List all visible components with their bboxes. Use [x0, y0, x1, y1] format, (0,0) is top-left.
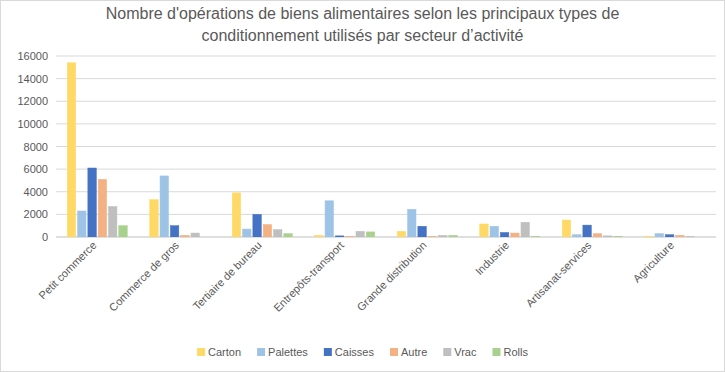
- bar: [253, 214, 261, 237]
- x-tick-label: Industrie: [473, 239, 511, 277]
- title-line: conditionnement utilisés par secteur d’a…: [202, 27, 524, 44]
- grid-line: [56, 78, 716, 79]
- bar: [614, 236, 622, 237]
- bar: [531, 236, 539, 237]
- grid-line: [56, 169, 716, 170]
- bar: [284, 234, 292, 237]
- y-tick-label: 14000: [17, 73, 48, 85]
- bar: [696, 237, 704, 238]
- legend-swatch: [324, 348, 332, 356]
- bar: [500, 232, 508, 237]
- bar: [428, 236, 436, 237]
- y-tick-label: 10000: [17, 118, 48, 130]
- grid: [56, 56, 716, 237]
- legend-label: Autre: [401, 346, 427, 358]
- legend-label: Caisses: [335, 346, 375, 358]
- bar: [449, 235, 457, 237]
- bar: [325, 201, 333, 237]
- bar: [490, 226, 498, 237]
- bar: [438, 235, 446, 237]
- bar: [583, 225, 591, 237]
- bar: [521, 222, 529, 237]
- bar: [346, 236, 354, 237]
- legend-label: Carton: [208, 346, 241, 358]
- y-tick-label: 2000: [24, 208, 48, 220]
- grid-line: [56, 191, 716, 192]
- bar: [170, 226, 178, 237]
- y-tick-label: 8000: [24, 141, 48, 153]
- bar: [480, 224, 488, 237]
- x-tick-label: Artisanat-services: [523, 239, 594, 310]
- bar: [273, 230, 281, 237]
- bar: [78, 211, 86, 237]
- bar: [201, 237, 209, 238]
- bar: [686, 236, 694, 237]
- legend: Carton Palettes Caisses Autre Vrac Rolls: [197, 346, 528, 358]
- title-line: Nombre d'opérations de biens alimentaire…: [106, 5, 620, 22]
- bar: [191, 233, 199, 237]
- bar: [408, 209, 416, 237]
- bar: [397, 231, 405, 237]
- x-tick-label: Commerce de gros: [107, 239, 182, 314]
- bar: [573, 235, 581, 237]
- bar: [655, 234, 663, 237]
- bar: [88, 168, 96, 237]
- legend-swatch: [443, 348, 451, 356]
- bar: [511, 233, 519, 237]
- y-tick-label: 6000: [24, 163, 48, 175]
- x-tick-label: Entrepôts-transport: [271, 239, 346, 314]
- bar: [366, 232, 374, 237]
- bar: [108, 206, 116, 237]
- y-tick-label: 16000: [17, 50, 48, 62]
- bar: [263, 225, 271, 237]
- y-tick-label: 0: [42, 231, 48, 243]
- grid-line: [56, 146, 716, 147]
- bar: [67, 63, 75, 237]
- legend-swatch: [197, 348, 205, 356]
- legend-swatch: [492, 348, 500, 356]
- y-tick-label: 12000: [17, 95, 48, 107]
- bar: [335, 236, 343, 237]
- bar: [645, 236, 653, 237]
- grid-line: [56, 123, 716, 124]
- bar: [593, 234, 601, 237]
- title: Nombre d'opérations de biens alimentaire…: [106, 5, 620, 44]
- bar: [356, 231, 364, 237]
- legend-label: Rolls: [503, 346, 528, 358]
- bar: [243, 229, 251, 237]
- bar: [315, 235, 323, 237]
- x-tick-label: Petit commerce: [36, 239, 99, 302]
- grid-line: [56, 101, 716, 102]
- grid-line: [56, 56, 716, 57]
- chart: Nombre d'opérations de biens alimentaire…: [0, 0, 725, 372]
- bars: [67, 63, 694, 237]
- bar: [676, 235, 684, 237]
- bar: [603, 236, 611, 237]
- chart-border: [1, 1, 725, 372]
- bar: [562, 220, 570, 237]
- bar: [160, 176, 168, 237]
- y-tick-label: 4000: [24, 186, 48, 198]
- bar: [98, 179, 106, 237]
- bar: [418, 226, 426, 237]
- x-tick-label: Grande distribution: [354, 239, 428, 313]
- legend-label: Palettes: [268, 346, 308, 358]
- x-tick-label: Agriculture: [631, 239, 677, 285]
- legend-swatch: [390, 348, 398, 356]
- bar: [232, 193, 240, 237]
- bar: [665, 235, 673, 237]
- bar: [150, 200, 158, 237]
- bar: [181, 235, 189, 237]
- x-tick-label: Tertiaire de bureau: [190, 239, 263, 312]
- bar: [119, 226, 127, 237]
- legend-swatch: [257, 348, 265, 356]
- legend-label: Vrac: [454, 346, 477, 358]
